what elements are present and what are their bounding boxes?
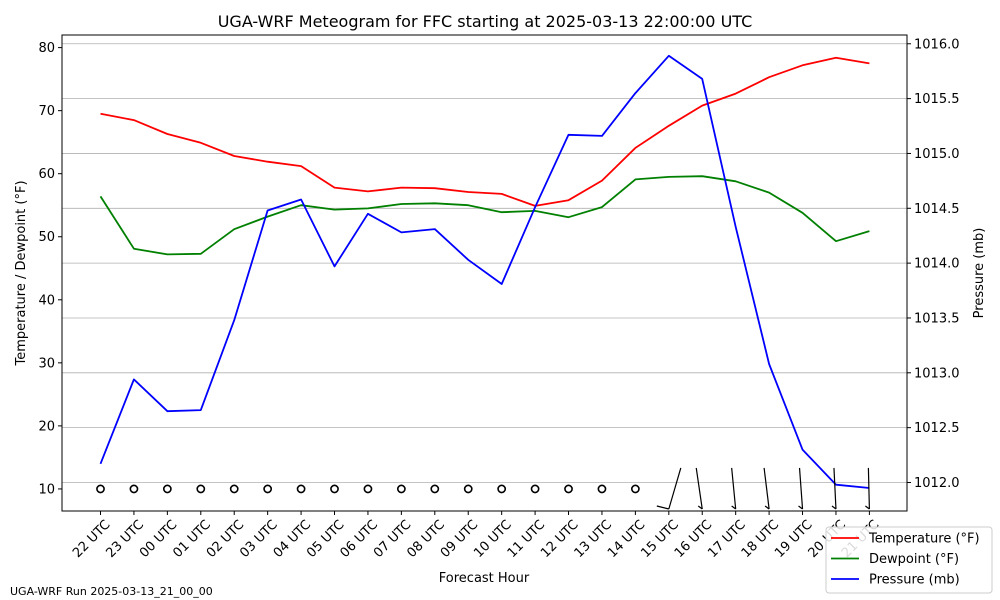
y-axis-left-label: Temperature / Dewpoint (°F) bbox=[14, 180, 29, 366]
x-axis-label: Forecast Hour bbox=[439, 571, 530, 586]
wind-barb bbox=[695, 467, 703, 510]
calm-wind-marker bbox=[630, 484, 640, 494]
left-tick-label: 30 bbox=[38, 356, 55, 371]
wind-barb-flag bbox=[865, 505, 870, 510]
wind-barb bbox=[833, 467, 837, 510]
right-tick-label: 1015.5 bbox=[914, 92, 960, 107]
series-line-0 bbox=[100, 56, 870, 207]
calm-wind-marker bbox=[597, 484, 607, 494]
calm-wind-marker bbox=[330, 484, 339, 494]
calm-wind-marker bbox=[564, 484, 573, 494]
wind-barb-flag bbox=[731, 505, 737, 510]
legend-label: Pressure (mb) bbox=[869, 573, 960, 588]
left-tick-label: 60 bbox=[38, 167, 55, 182]
right-tick-label: 1012.0 bbox=[914, 476, 960, 491]
legend-frame bbox=[825, 526, 993, 594]
calm-wind-marker bbox=[396, 484, 406, 494]
wind-barb bbox=[668, 467, 682, 510]
right-axis-gridlines bbox=[62, 43, 907, 483]
wind-barb-flag bbox=[798, 505, 803, 510]
wind-barbs bbox=[96, 467, 870, 510]
calm-wind-marker bbox=[162, 484, 172, 494]
calm-wind-marker bbox=[463, 484, 473, 494]
series-lines bbox=[99, 54, 870, 489]
right-tick-label: 1014.5 bbox=[914, 202, 960, 217]
wind-barb-flag bbox=[831, 505, 837, 510]
calm-wind-marker bbox=[196, 484, 206, 494]
wind-barb-flag bbox=[656, 505, 669, 510]
calm-wind-marker bbox=[430, 484, 440, 494]
chart-title: UGA-WRF Meteogram for FFC starting at 20… bbox=[218, 12, 753, 31]
plot-frame bbox=[61, 34, 908, 512]
calm-wind-marker bbox=[363, 484, 373, 494]
right-tick-label: 1013.5 bbox=[914, 311, 960, 326]
calm-wind-marker bbox=[263, 484, 273, 494]
left-tick-label: 80 bbox=[38, 41, 55, 56]
calm-wind-marker bbox=[129, 484, 139, 494]
wind-barb-flag bbox=[697, 505, 703, 510]
run-footer: UGA-WRF Run 2025-03-13_21_00_00 bbox=[10, 585, 213, 598]
right-tick-label: 1012.5 bbox=[914, 421, 960, 436]
y-axis-right-label: Pressure (mb) bbox=[972, 228, 987, 319]
left-tick-label: 70 bbox=[38, 104, 55, 119]
calm-wind-marker bbox=[96, 484, 105, 494]
chart-legend: Temperature (°F) Dewpoint (°F) Pressure (m… bbox=[825, 526, 993, 594]
right-tick-label: 1013.0 bbox=[914, 366, 960, 381]
calm-wind-marker bbox=[296, 484, 306, 494]
calm-wind-marker bbox=[229, 484, 239, 494]
legend-label: Temperature (°F) bbox=[868, 532, 980, 547]
left-tick-label: 40 bbox=[38, 293, 55, 308]
wind-barb-flag bbox=[764, 505, 770, 510]
legend-label: Dewpoint (°F) bbox=[869, 552, 959, 567]
right-tick-label: 1016.0 bbox=[914, 37, 960, 52]
right-axis-ticks: 1012.0 1012.5 1013.0 1013.5 1014.0 1014.5 1015… bbox=[907, 37, 960, 491]
wind-barb bbox=[731, 467, 737, 510]
calm-wind-marker bbox=[530, 484, 540, 494]
left-tick-label: 20 bbox=[38, 419, 55, 434]
wind-barb bbox=[763, 467, 770, 510]
right-tick-label: 1015.0 bbox=[914, 147, 960, 162]
left-tick-label: 10 bbox=[38, 482, 55, 497]
series-line-1 bbox=[99, 175, 870, 256]
left-axis-ticks: 10 20 30 40 50 60 70 80 bbox=[38, 41, 62, 497]
left-tick-label: 50 bbox=[38, 230, 55, 245]
wind-barb bbox=[798, 467, 804, 510]
calm-wind-marker bbox=[497, 484, 507, 494]
series-line-2 bbox=[99, 54, 870, 489]
right-tick-label: 1014.0 bbox=[914, 257, 960, 272]
wind-barb bbox=[867, 467, 870, 510]
